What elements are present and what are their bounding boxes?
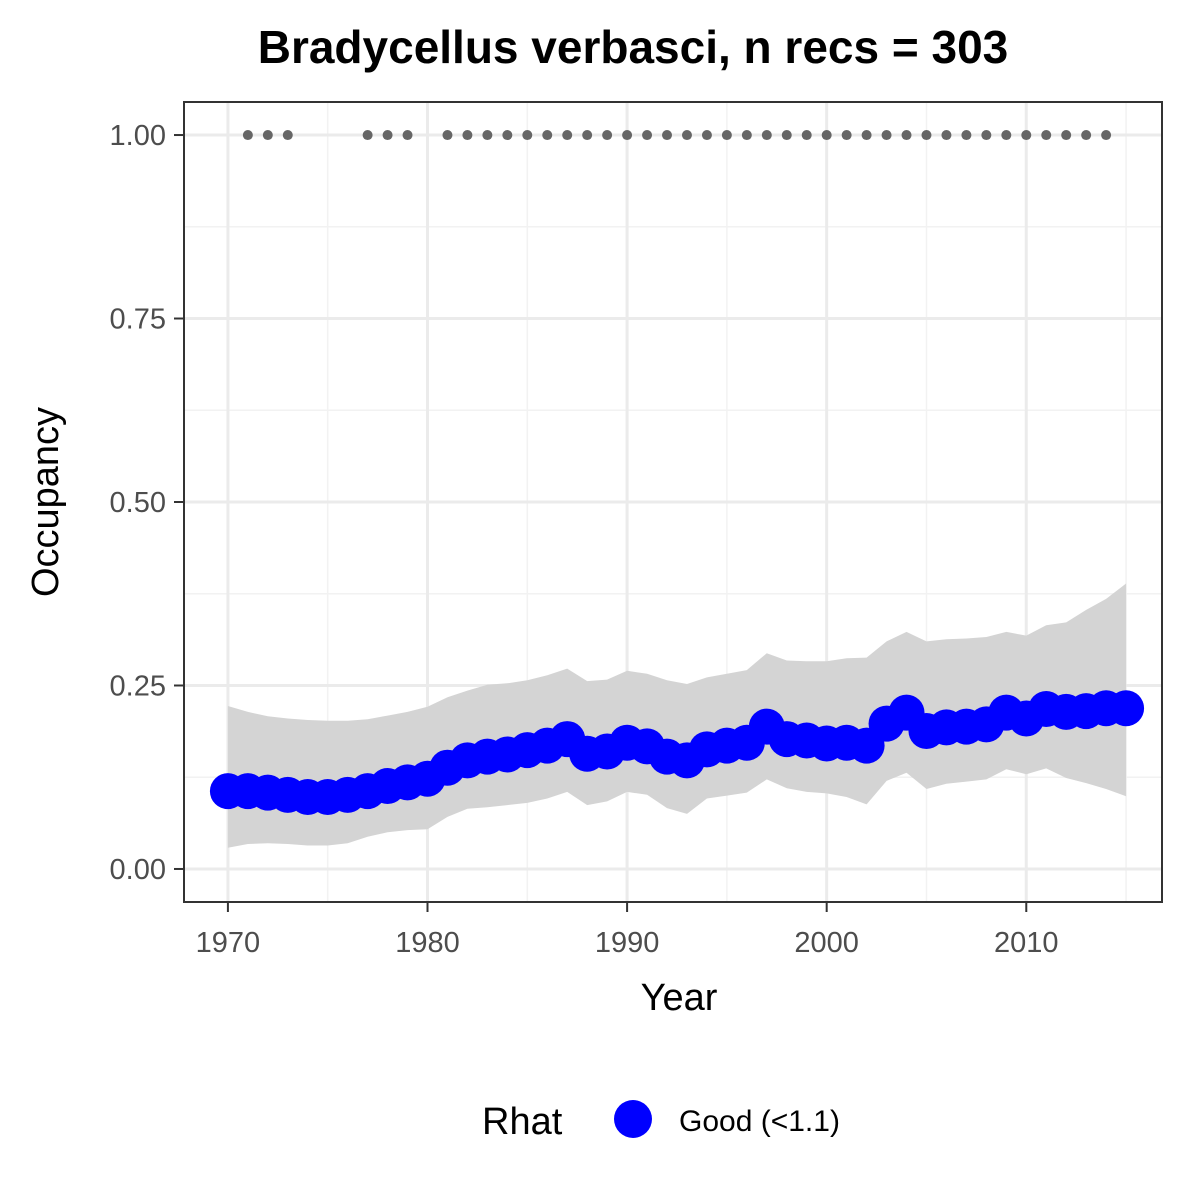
record-point xyxy=(502,130,513,141)
y-tick-label: 0.25 xyxy=(110,670,166,702)
record-point xyxy=(841,130,852,141)
record-point xyxy=(582,130,593,141)
y-tick-label: 0.75 xyxy=(110,304,166,336)
record-point xyxy=(781,130,792,141)
x-tick-label: 2010 xyxy=(994,927,1059,959)
x-tick-label: 1980 xyxy=(395,927,460,959)
record-point xyxy=(741,130,752,141)
record-point xyxy=(761,130,772,141)
x-tick-label: 1990 xyxy=(595,927,660,959)
record-point xyxy=(821,130,832,141)
record-point xyxy=(282,130,293,141)
record-point xyxy=(961,130,972,141)
record-point xyxy=(602,130,613,141)
record-point xyxy=(622,130,633,141)
y-tick-label: 0.50 xyxy=(110,487,166,519)
x-tick-label: 1970 xyxy=(196,927,261,959)
record-point xyxy=(801,130,812,141)
record-point xyxy=(642,130,653,141)
record-point xyxy=(681,130,692,141)
y-axis-title: Occupancy xyxy=(25,407,67,597)
record-point xyxy=(542,130,553,141)
x-axis-title: Year xyxy=(641,977,718,1019)
record-point xyxy=(1001,130,1012,141)
record-point xyxy=(901,130,912,141)
record-point xyxy=(442,130,453,141)
record-point xyxy=(262,130,273,141)
record-point xyxy=(981,130,992,141)
legend-label-good: Good (<1.1) xyxy=(679,1105,840,1138)
record-point xyxy=(562,130,573,141)
record-point xyxy=(242,130,253,141)
record-point xyxy=(462,130,473,141)
record-point xyxy=(941,130,952,141)
record-point xyxy=(1101,130,1112,141)
y-tick-label: 1.00 xyxy=(110,120,166,152)
occupancy-point xyxy=(1108,690,1145,727)
x-tick-label: 2000 xyxy=(794,927,859,959)
record-point xyxy=(382,130,393,141)
record-point xyxy=(861,130,872,141)
axes: 0.00 0.25 0.50 0.75 1.00 1970 1980 1990 2000 2010 xyxy=(110,120,1059,959)
record-point xyxy=(482,130,493,141)
y-tick-label: 0.00 xyxy=(110,854,166,886)
legend-title: Rhat xyxy=(482,1101,563,1143)
legend-key-good xyxy=(614,1100,652,1138)
record-point xyxy=(721,130,732,141)
record-point xyxy=(662,130,673,141)
record-point xyxy=(1081,130,1092,141)
record-point xyxy=(362,130,373,141)
legend: Rhat Good (<1.1) xyxy=(482,1100,840,1143)
record-point xyxy=(522,130,533,141)
record-point xyxy=(921,130,932,141)
record-point xyxy=(881,130,892,141)
chart-title: Bradycellus verbasci, n recs = 303 xyxy=(258,21,1009,73)
record-points xyxy=(242,130,1112,141)
record-point xyxy=(1041,130,1052,141)
record-point xyxy=(701,130,712,141)
occupancy-series xyxy=(209,690,1145,816)
record-point xyxy=(402,130,413,141)
record-point xyxy=(1021,130,1032,141)
record-point xyxy=(1061,130,1072,141)
